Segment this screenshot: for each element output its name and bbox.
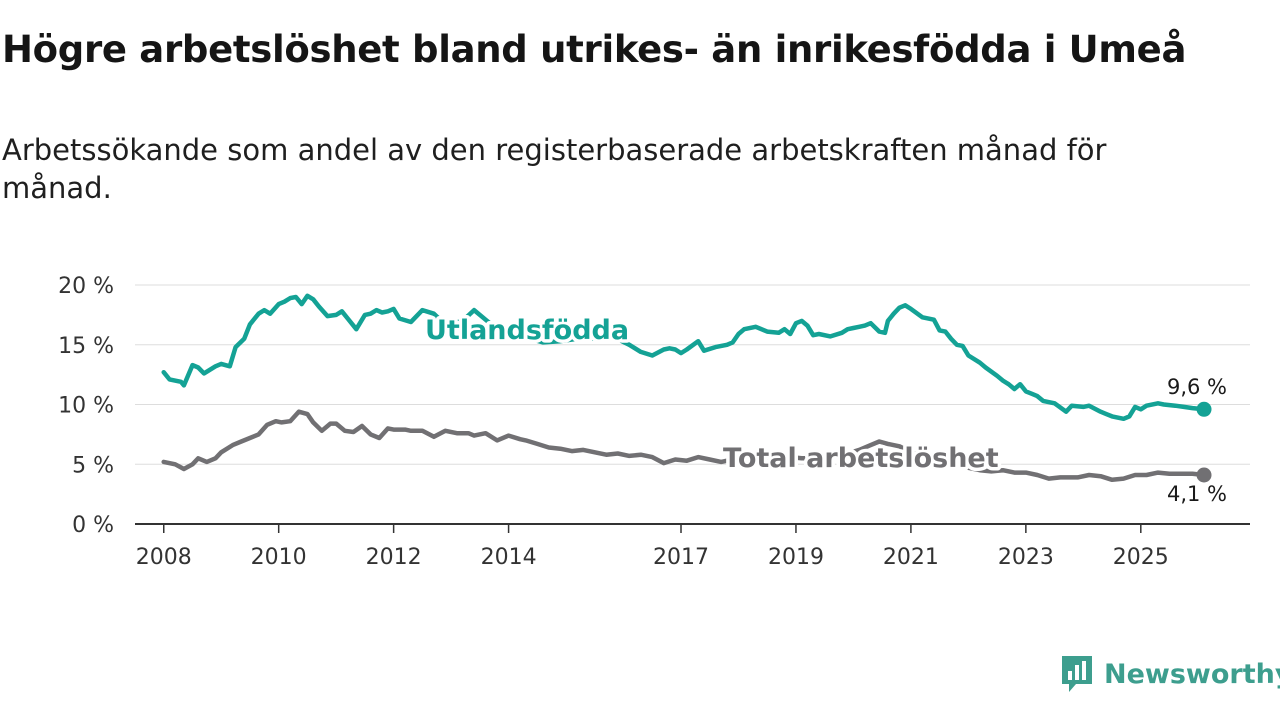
y-tick-label: 0 % <box>72 513 114 538</box>
x-tick-label: 2021 <box>883 545 939 570</box>
series-label-total: Total arbetslöshet <box>723 443 999 474</box>
x-tick-label: 2025 <box>1113 545 1169 570</box>
y-tick-label: 5 % <box>72 453 114 478</box>
series-label-utlandsfodda: Utlandsfödda <box>425 315 629 346</box>
series-line-total <box>161 409 1207 483</box>
series-label-utlandsfodda-halo: Utlandsfödda <box>425 315 629 346</box>
x-tick-label: 2012 <box>366 545 422 570</box>
y-tick-label: 20 % <box>58 274 114 299</box>
x-tick-label: 2023 <box>998 545 1054 570</box>
newsworthy-logo[interactable]: Newsworthy <box>1060 654 1280 694</box>
end-value-utlandsfodda: 9,6 % <box>1167 375 1227 399</box>
axes: 0 % 5 % 10 % 15 % 20 % 2008 2010 2012 2014 2017 20… <box>58 274 1250 570</box>
newsworthy-logo-icon <box>1062 656 1092 692</box>
series-label-total-halo: Total arbetslöshet <box>723 443 999 474</box>
series-line-foreign <box>161 293 1207 422</box>
gridlines <box>135 284 1250 465</box>
x-tick-label: 2017 <box>653 545 709 570</box>
end-marker-total <box>1196 467 1212 483</box>
newsworthy-logo-text: Newsworthy <box>1104 658 1280 690</box>
series-lines <box>161 293 1212 483</box>
x-tick-label: 2014 <box>481 545 537 570</box>
end-value-total: 4,1 % <box>1167 482 1227 506</box>
x-tick-label: 2008 <box>136 545 192 570</box>
y-tick-label: 15 % <box>58 334 114 359</box>
y-tick-label: 10 % <box>58 394 114 419</box>
chart-title: Högre arbetslöshet bland utrikes- än inr… <box>2 28 1187 71</box>
chart-subtitle: Arbetssökande som andel av den registerb… <box>2 133 1107 205</box>
end-marker-foreign <box>1196 401 1212 417</box>
x-tick-label: 2019 <box>768 545 824 570</box>
x-tick-label: 2010 <box>251 545 307 570</box>
